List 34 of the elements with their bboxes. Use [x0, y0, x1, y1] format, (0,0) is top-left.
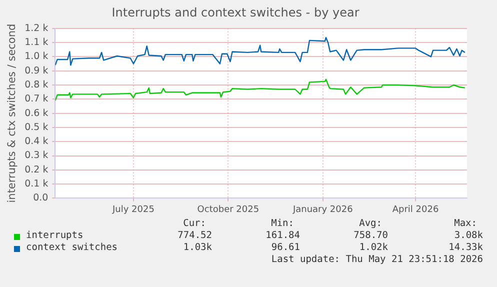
y-tick-label: 0.1 k	[24, 178, 49, 190]
y-tick-label: 0.9 k	[24, 65, 49, 76]
y-tick-label: 0.8 k	[24, 79, 49, 90]
y-tick-label: 1.1 k	[24, 37, 49, 48]
y-tick-label: 0.5 k	[24, 122, 49, 133]
text: 1.03k	[183, 242, 212, 253]
text: 3.08k	[454, 230, 483, 241]
y-tick-label: 0.2 k	[24, 164, 49, 176]
x-tick-label: January 2026	[292, 204, 354, 215]
y-tick-label: 0.6 k	[24, 108, 49, 119]
y-tick-label: 1.2 k	[24, 22, 49, 34]
chart-title: Interrupts and context switches - by year	[112, 5, 360, 20]
text: Max:	[454, 218, 477, 229]
x-tick-label: October 2025	[197, 204, 260, 215]
text: Min:	[271, 218, 294, 229]
y-tick-label: 0.0	[33, 192, 48, 204]
y-axis-title: interrupts & ctx switches / second	[6, 24, 18, 203]
text: 161.84	[266, 230, 300, 241]
text: 758.70	[354, 230, 388, 241]
text: Avg:	[359, 218, 382, 229]
legend-label: context switches	[26, 242, 118, 253]
text: Last update: Thu May 21 23:51:18 2026	[271, 254, 483, 265]
text: 774.52	[178, 230, 212, 241]
y-tick-label: 0.7 k	[24, 94, 49, 105]
text: 96.61	[271, 242, 300, 253]
x-tick-label: April 2026	[392, 204, 439, 215]
y-tick-label: 0.4 k	[24, 136, 49, 148]
text: 14.33k	[448, 242, 483, 253]
y-tick-label: 0.3 k	[24, 150, 49, 162]
legend-label: interrupts	[26, 230, 84, 241]
text: 1.02k	[359, 242, 388, 253]
text: Cur:	[183, 218, 206, 229]
y-tick-label: 1.0 k	[24, 51, 49, 62]
x-tick-label: July 2025	[111, 204, 154, 215]
